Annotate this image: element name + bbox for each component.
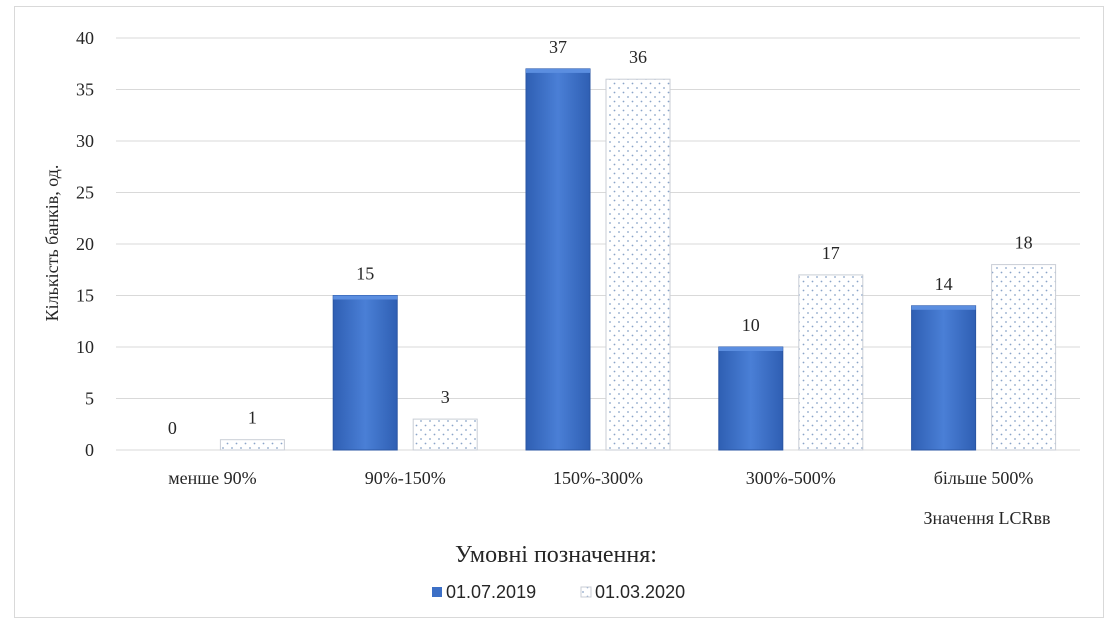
data-label: 1 [248, 408, 257, 428]
data-label: 18 [1015, 233, 1033, 253]
y-tick-label: 5 [85, 389, 94, 409]
y-tick-label: 25 [76, 183, 94, 203]
x-tick-label: 300%-500% [746, 468, 836, 488]
x-axis-ticks: менше 90% 90%-150% 150%-300% 300%-500% більш… [168, 468, 1033, 488]
y-tick-label: 40 [76, 28, 94, 48]
y-tick-label: 0 [85, 440, 94, 460]
bar-series-2 [412, 418, 478, 451]
legend-swatch-series-2 [580, 586, 592, 598]
data-label: 17 [822, 243, 840, 263]
y-tick-label: 15 [76, 286, 94, 306]
bar-highlight [333, 295, 398, 300]
legend-swatch-series-1 [432, 587, 442, 597]
bar-series-1 [525, 68, 591, 451]
y-tick-label: 30 [76, 131, 94, 151]
bar-series-2 [605, 78, 671, 451]
bar-series-2 [991, 264, 1057, 451]
y-tick-label: 20 [76, 234, 94, 254]
bars [219, 68, 1057, 451]
data-labels: 0 1 15 3 37 36 10 17 14 18 [168, 37, 1033, 438]
y-axis-ticks: 0 5 10 15 20 25 30 35 40 [76, 28, 94, 460]
x-axis-title: Значення LCRвв [923, 508, 1050, 528]
bar-highlight [526, 68, 590, 73]
legend-title: Умовні позначення: [455, 542, 657, 568]
legend: 01.07.2019 01.03.2020 [432, 582, 685, 602]
data-label: 10 [742, 315, 760, 335]
y-axis-title: Кількість банків, од. [42, 165, 62, 322]
bar-series-1 [718, 346, 784, 451]
x-tick-label: 150%-300% [553, 468, 643, 488]
bar-highlight [718, 347, 783, 351]
data-label: 15 [356, 264, 374, 284]
bar-series-2 [219, 439, 285, 451]
data-label: 36 [629, 47, 647, 67]
legend-label-series-1: 01.07.2019 [446, 582, 536, 602]
bar-series-1 [332, 295, 398, 451]
x-tick-label: менше 90% [168, 468, 256, 488]
y-tick-label: 10 [76, 337, 94, 357]
y-tick-label: 35 [76, 80, 94, 100]
data-label: 0 [168, 418, 177, 438]
data-label: 14 [935, 274, 953, 294]
bar-series-1 [911, 305, 977, 451]
x-tick-label: більше 500% [934, 468, 1034, 488]
data-label: 3 [441, 387, 450, 407]
data-label: 37 [549, 37, 567, 57]
bar-series-2 [798, 274, 864, 451]
legend-label-series-2: 01.03.2020 [595, 582, 685, 602]
x-tick-label: 90%-150% [365, 468, 446, 488]
bar-highlight [911, 305, 976, 310]
